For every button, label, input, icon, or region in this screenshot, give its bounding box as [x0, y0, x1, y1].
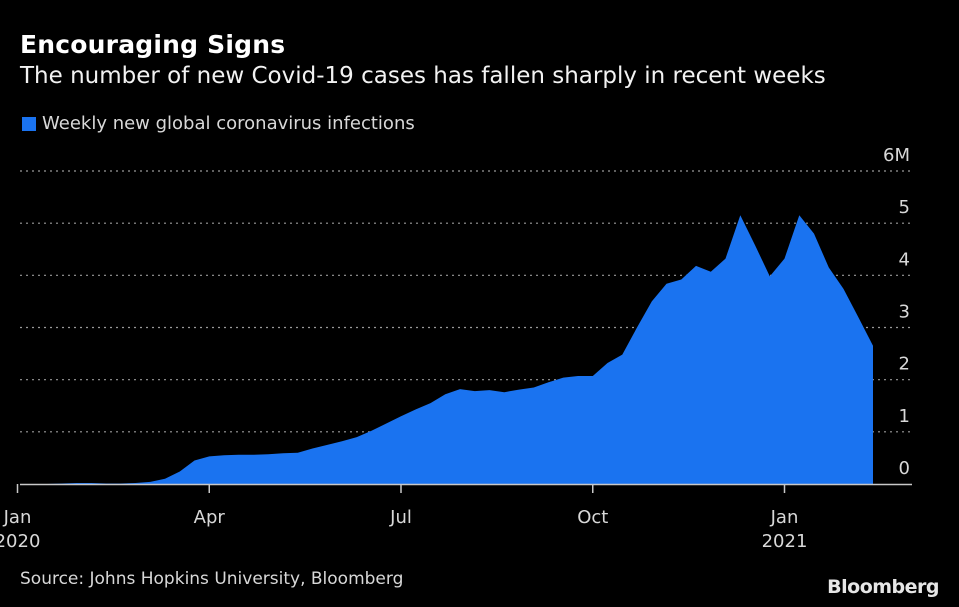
area-series — [17, 215, 873, 485]
y-tick-label: 4 — [899, 249, 910, 270]
x-tick-label: Oct — [577, 507, 608, 528]
series-area — [17, 215, 873, 485]
x-tick-year-label: 2020 — [0, 531, 40, 552]
y-axis: 6M 5 4 3 2 1 0 — [883, 145, 910, 479]
y-tick-label: 5 — [899, 197, 910, 218]
x-tick-label: Jul — [389, 507, 412, 528]
y-tick-label: 2 — [899, 354, 910, 375]
x-tick-label: Apr — [194, 507, 226, 528]
y-tick-label: 3 — [899, 302, 910, 323]
bloomberg-logo: Bloomberg — [827, 576, 939, 598]
legend-label: Weekly new global coronavirus infections — [42, 113, 415, 134]
x-tick-label: Jan — [770, 507, 799, 528]
x-axis: Jan 2020 Apr Jul Oct Jan 2021 — [0, 483, 912, 552]
chart-title: Encouraging Signs — [20, 30, 286, 59]
x-tick-label: Jan — [3, 507, 32, 528]
legend: Weekly new global coronavirus infections — [22, 113, 415, 134]
x-tick-year-label: 2021 — [762, 531, 808, 552]
source-note: Source: Johns Hopkins University, Bloomb… — [20, 569, 404, 589]
y-tick-label: 1 — [899, 406, 910, 427]
y-tick-label: 0 — [899, 458, 910, 479]
y-tick-label: 6M — [883, 145, 910, 166]
legend-swatch — [22, 116, 36, 131]
chart-subtitle: The number of new Covid-19 cases has fal… — [20, 63, 826, 89]
